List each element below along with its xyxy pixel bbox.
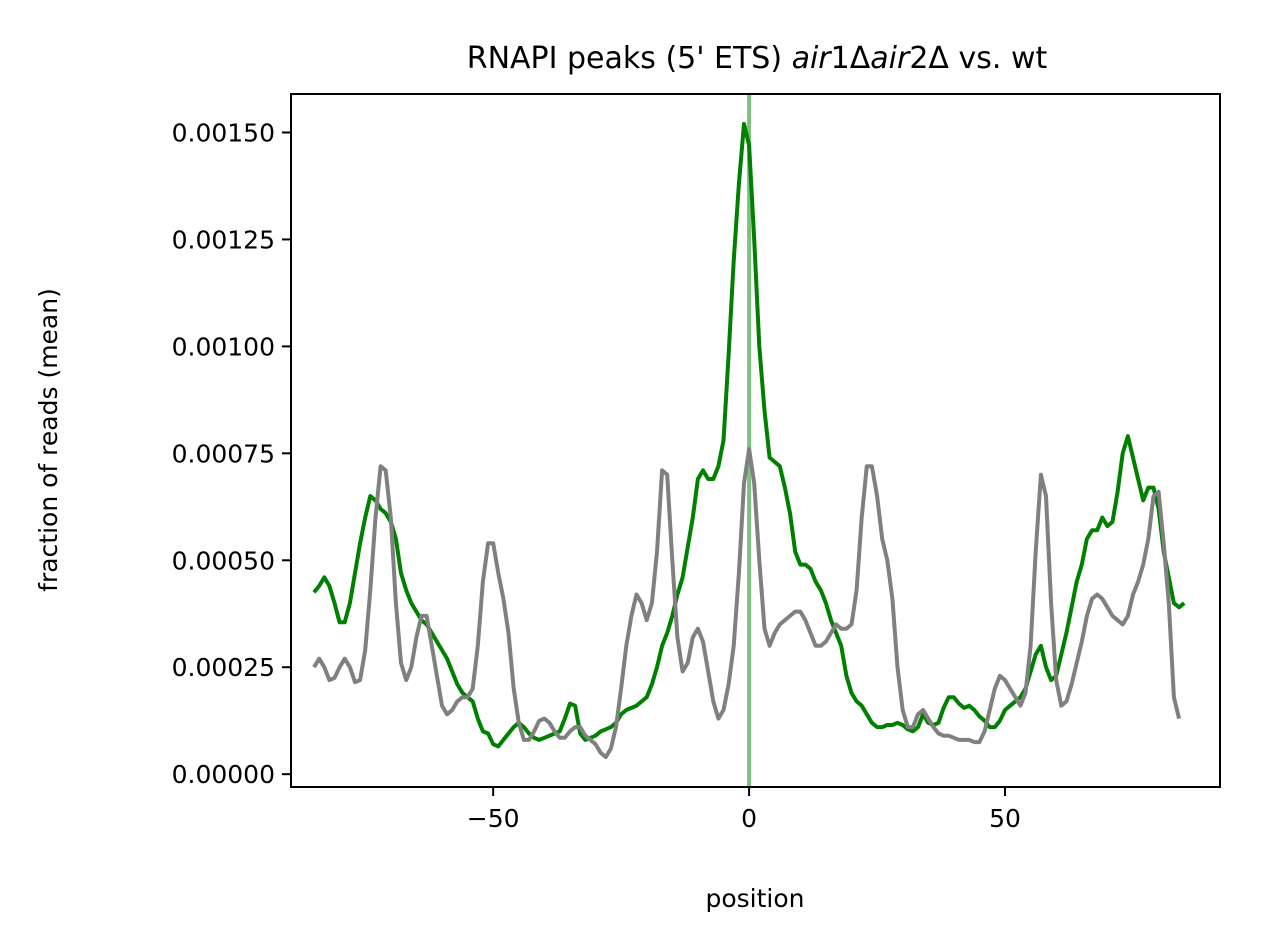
plot-frame — [290, 93, 1221, 788]
y-tick-label: 0.00050 — [172, 546, 275, 575]
x-tick-label: −50 — [467, 804, 520, 833]
y-tick-label: 0.00075 — [172, 439, 275, 468]
title-num-2: 2 — [909, 41, 928, 76]
series-line-2 — [312, 447, 1182, 760]
y-axis: 0.00000 0.00025 0.00050 0.00075 0.00100 0.001… — [172, 119, 291, 789]
chart-title: RNAPI peaks (5' ETS) air1Δair2Δ vs. wt — [467, 41, 1048, 76]
x-axis: −50 0 50 — [467, 787, 1021, 833]
series-group — [312, 121, 1186, 760]
title-italic-1: air — [792, 41, 833, 76]
y-axis-label: fraction of reads (mean) — [34, 288, 63, 592]
y-tick-label: 0.00000 — [172, 760, 275, 789]
x-tick-label: 0 — [741, 804, 757, 833]
title-italic-2: air — [870, 41, 911, 76]
y-tick-label: 0.00025 — [172, 653, 275, 682]
x-axis-label: position — [705, 884, 804, 913]
x-tick-label: 50 — [989, 804, 1021, 833]
title-delta-2: Δ — [928, 41, 949, 76]
series-line-1 — [312, 121, 1186, 749]
y-tick-label: 0.00150 — [172, 119, 275, 148]
y-tick-label: 0.00100 — [172, 332, 275, 361]
title-num-1: 1 — [831, 41, 850, 76]
title-delta-1: Δ — [850, 41, 871, 76]
y-tick-label: 0.00125 — [172, 225, 275, 254]
title-suffix: vs. wt — [949, 41, 1048, 76]
title-prefix: RNAPI peaks (5' ETS) — [467, 41, 792, 76]
